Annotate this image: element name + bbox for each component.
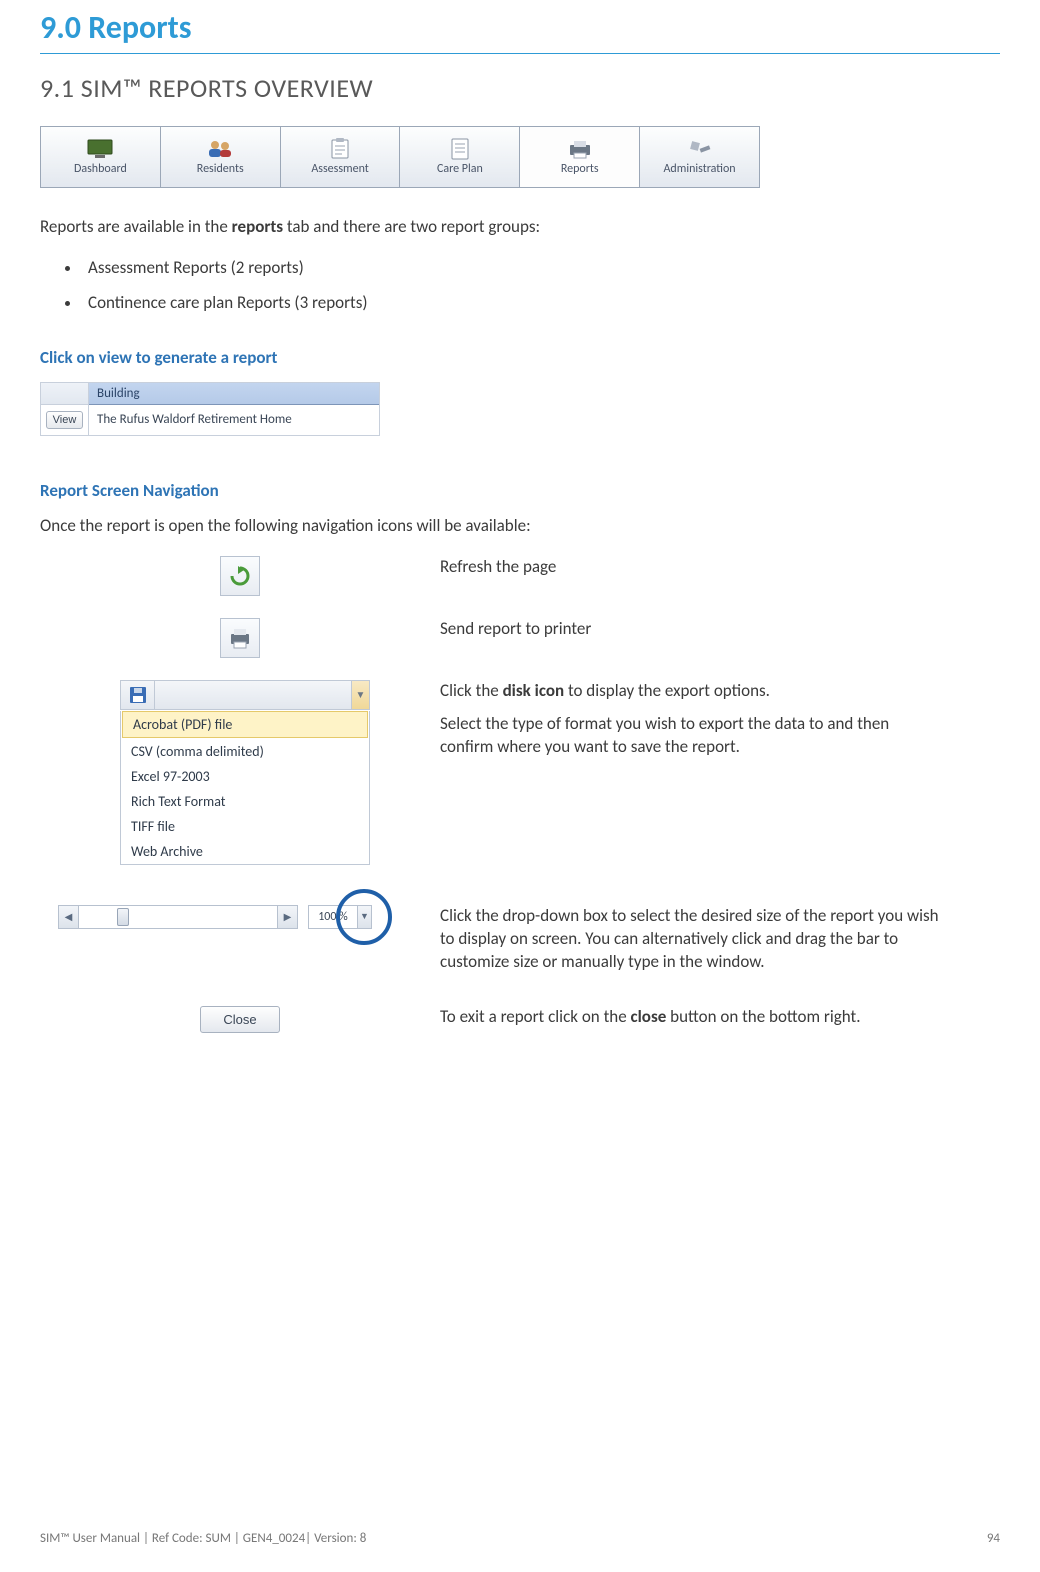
tab-label: Dashboard <box>74 162 127 176</box>
nav-tabbar: Dashboard Residents Assessment Care Plan… <box>40 126 760 188</box>
zoom-thumb[interactable] <box>117 908 129 926</box>
print-button[interactable] <box>220 618 260 658</box>
table-header-empty <box>41 383 89 405</box>
tools-icon <box>686 138 714 160</box>
export-option-rtf[interactable]: Rich Text Format <box>121 789 369 814</box>
zoom-slider[interactable]: ◀ ▶ <box>58 905 298 929</box>
export-desc-2: Select the type of format you wish to ex… <box>440 713 940 759</box>
export-option-excel[interactable]: Excel 97-2003 <box>121 764 369 789</box>
zoom-value-input[interactable]: 100 % ▼ <box>308 905 372 929</box>
dropdown-toggle[interactable]: ▼ <box>351 681 369 709</box>
building-name: The Rufus Waldorf Retirement Home <box>89 405 379 435</box>
printer-icon <box>228 626 252 650</box>
section-heading: 9.1 SIM™ REPORTS OVERVIEW <box>40 72 1000 104</box>
tab-assessment[interactable]: Assessment <box>281 127 401 187</box>
tab-label: Reports <box>561 162 599 176</box>
subsection-heading: Report Screen Navigation <box>40 480 1000 501</box>
arrow-left-icon: ◀ <box>65 910 73 923</box>
export-option-webarchive[interactable]: Web Archive <box>121 839 369 864</box>
page-footer: SIM™ User Manual | Ref Code: SUM | GEN4_… <box>40 1531 1000 1546</box>
tab-care-plan[interactable]: Care Plan <box>400 127 520 187</box>
tab-label: Residents <box>197 162 244 176</box>
export-dropdown: ▼ Acrobat (PDF) file CSV (comma delimite… <box>120 680 370 865</box>
close-desc: To exit a report click on the close butt… <box>440 1006 940 1029</box>
disk-icon <box>129 686 147 704</box>
clipboard-icon <box>326 138 354 160</box>
table-row: View The Rufus Waldorf Retirement Home <box>41 405 379 435</box>
export-desc-1: Click the disk icon to display the expor… <box>440 680 940 703</box>
refresh-icon <box>228 564 252 588</box>
list-item: Assessment Reports (2 reports) <box>82 257 1000 278</box>
intro-text: Reports are available in the reports tab… <box>40 216 1000 239</box>
tab-administration[interactable]: Administration <box>640 127 759 187</box>
chevron-down-icon: ▼ <box>356 688 366 701</box>
chevron-down-icon: ▼ <box>360 911 369 922</box>
zoom-value: 100 % <box>309 910 357 924</box>
tab-dashboard[interactable]: Dashboard <box>41 127 161 187</box>
zoom-dropdown-toggle[interactable]: ▼ <box>357 906 371 928</box>
printer-icon <box>566 138 594 160</box>
report-groups-list: Assessment Reports (2 reports) Continenc… <box>40 257 1000 313</box>
list-item: Continence care plan Reports (3 reports) <box>82 292 1000 313</box>
export-options-list: Acrobat (PDF) file CSV (comma delimited)… <box>120 711 370 865</box>
building-table: Building View The Rufus Waldorf Retireme… <box>40 382 380 436</box>
zoom-right-arrow[interactable]: ▶ <box>277 906 297 928</box>
page-number: 94 <box>987 1531 1000 1546</box>
refresh-desc: Refresh the page <box>440 556 940 579</box>
tab-label: Administration <box>663 162 735 176</box>
export-option-csv[interactable]: CSV (comma delimited) <box>121 739 369 764</box>
title-rule <box>40 53 1000 54</box>
footer-left: SIM™ User Manual | Ref Code: SUM | GEN4_… <box>40 1531 366 1546</box>
zoom-desc: Click the drop-down box to select the de… <box>440 905 940 974</box>
subsection-heading: Click on view to generate a report <box>40 347 1000 368</box>
tab-residents[interactable]: Residents <box>161 127 281 187</box>
table-header-building: Building <box>89 383 379 405</box>
print-desc: Send report to printer <box>440 618 940 641</box>
save-disk-button[interactable] <box>121 681 155 709</box>
refresh-button[interactable] <box>220 556 260 596</box>
page-title: 9.0 Reports <box>40 0 1000 47</box>
export-option-tiff[interactable]: TIFF file <box>121 814 369 839</box>
arrow-right-icon: ▶ <box>284 910 292 923</box>
nav-intro: Once the report is open the following na… <box>40 515 1000 538</box>
tab-label: Assessment <box>311 162 368 176</box>
zoom-track[interactable] <box>79 906 277 928</box>
tab-reports[interactable]: Reports <box>520 127 640 187</box>
close-button[interactable]: Close <box>200 1006 279 1033</box>
document-icon <box>446 138 474 160</box>
monitor-icon <box>86 138 114 160</box>
view-button[interactable]: View <box>46 411 84 429</box>
tab-label: Care Plan <box>437 162 483 176</box>
export-option-pdf[interactable]: Acrobat (PDF) file <box>122 711 368 738</box>
people-icon <box>206 138 234 160</box>
zoom-left-arrow[interactable]: ◀ <box>59 906 79 928</box>
